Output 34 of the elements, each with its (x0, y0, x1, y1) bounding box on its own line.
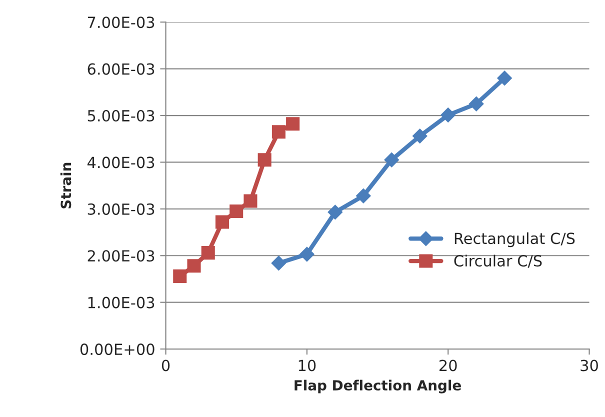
point (230, 204, 244, 218)
x-tick-label: 0 (162, 360, 170, 372)
y-tick-label: 7.00E-03 (88, 16, 154, 28)
y-tick-label: 3.00E-03 (88, 203, 154, 215)
point (258, 153, 272, 167)
x-axis-title: Flap Deflection Angle (294, 380, 461, 394)
point (328, 204, 343, 220)
y-tick-label: 4.00E-03 (87, 156, 154, 168)
point (173, 269, 187, 283)
point (187, 259, 201, 273)
point (286, 117, 300, 131)
y-axis-title: Strain (60, 162, 72, 208)
point (356, 188, 371, 204)
point (412, 128, 428, 144)
point (440, 108, 456, 122)
point (201, 246, 215, 260)
y-tick-label: 0.00E+00 (80, 343, 154, 356)
y-tick-label: 2.00E-03 (88, 250, 154, 262)
legend-label: Rectangulat C/S (454, 232, 575, 248)
x-tick-label: 20 (440, 360, 457, 372)
y-tick-label: 1.00E-03 (88, 296, 154, 308)
point (497, 70, 512, 86)
point (215, 215, 230, 229)
y-tick-label: 5.00E-03 (88, 110, 154, 122)
point (384, 152, 400, 168)
point (300, 246, 314, 262)
point (272, 125, 286, 139)
legend-label: Circular C/S (454, 254, 542, 268)
x-tick-label: 10 (298, 360, 316, 372)
y-tick-label: 6.00E-03 (88, 63, 154, 75)
x-tick-label: 30 (580, 360, 598, 372)
point (468, 96, 484, 112)
point (244, 194, 258, 208)
point (271, 256, 286, 270)
